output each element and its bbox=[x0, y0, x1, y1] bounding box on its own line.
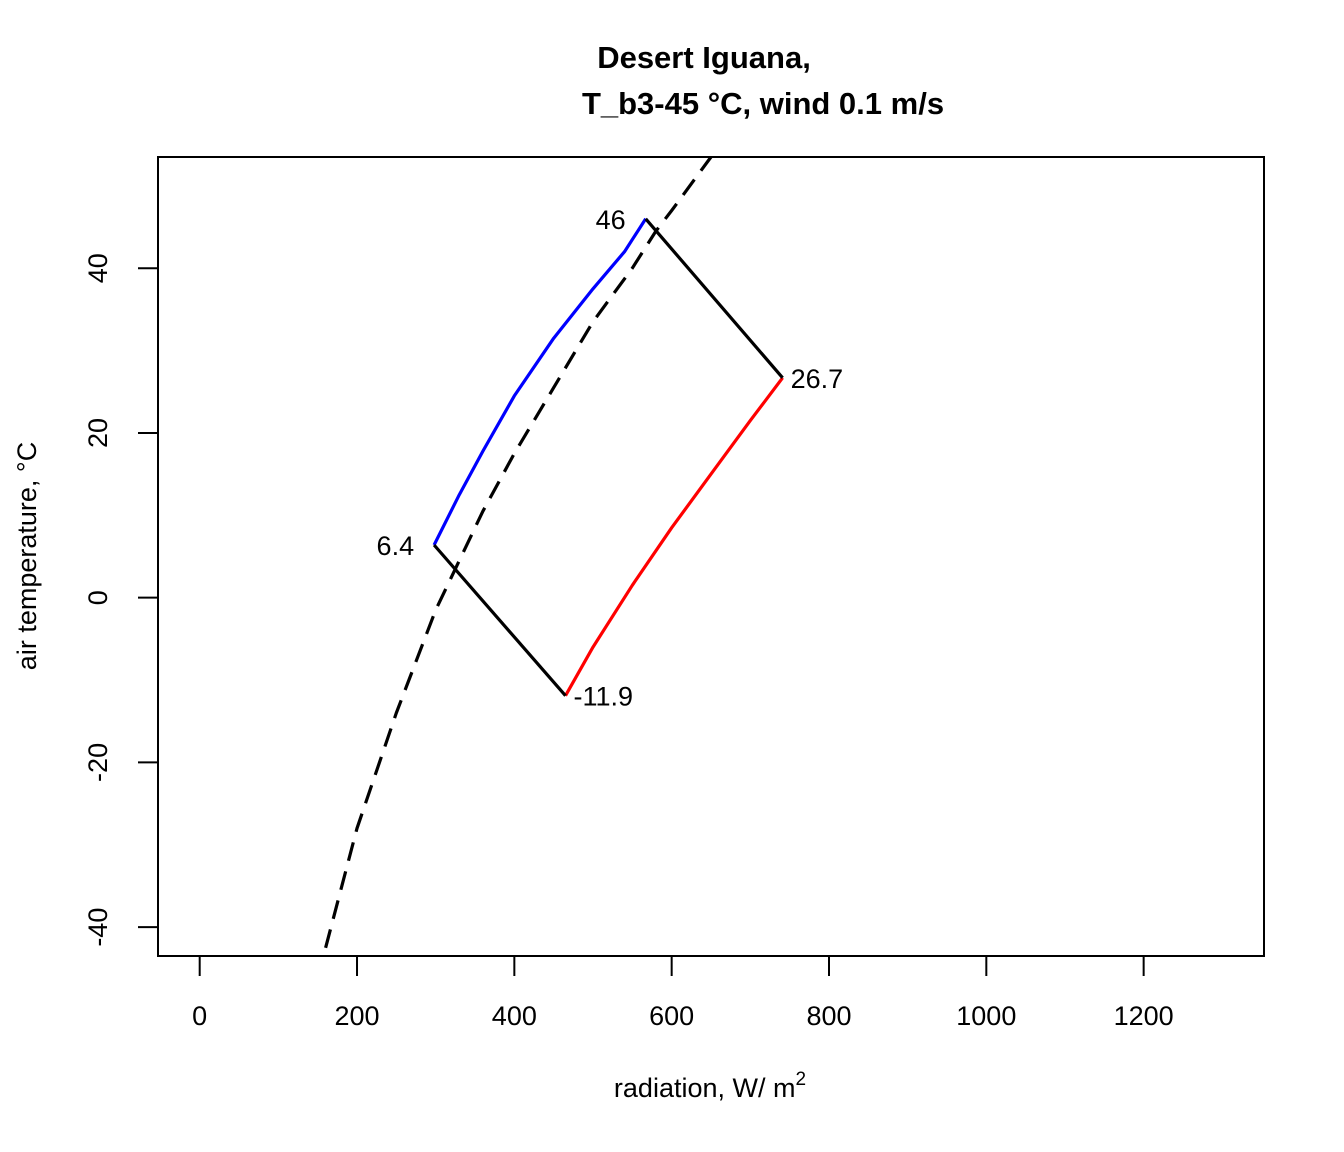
x-tick-label: 1000 bbox=[956, 1001, 1016, 1031]
point-label: 46 bbox=[596, 205, 626, 235]
x-tick-label: 800 bbox=[806, 1001, 851, 1031]
point-label: -11.9 bbox=[573, 682, 633, 712]
x-tick-label: 0 bbox=[192, 1001, 207, 1031]
series-line-5 bbox=[432, 543, 567, 697]
series-line-2 bbox=[432, 217, 648, 546]
y-tick-label: 0 bbox=[83, 590, 113, 605]
x-tick-label: 600 bbox=[649, 1001, 694, 1031]
x-tick-label: 1200 bbox=[1114, 1001, 1174, 1031]
x-axis-title-superscript: 2 bbox=[795, 1069, 806, 1090]
x-axis-title: radiation, W/ m2 bbox=[614, 1069, 806, 1103]
point-label: 26.7 bbox=[791, 364, 844, 394]
point-label-layer: 46 26.7 6.4 -11.9 bbox=[377, 205, 844, 712]
point-label: 6.4 bbox=[377, 531, 415, 561]
series-line-3 bbox=[564, 376, 784, 697]
plot-frame bbox=[157, 156, 1265, 957]
x-tick-label: 200 bbox=[334, 1001, 379, 1031]
y-axis-title: air temperature, °C bbox=[12, 442, 42, 670]
chart-title-line2: T_b3-45 °C, wind 0.1 m/s bbox=[582, 86, 944, 121]
y-axis: -40 -20 0 20 40 bbox=[83, 253, 159, 947]
y-tick-label: 20 bbox=[83, 418, 113, 448]
x-axis: 0 200 400 600 800 1000 1200 bbox=[192, 955, 1174, 1031]
series-line-4 bbox=[644, 217, 784, 379]
y-tick-label: -20 bbox=[83, 743, 113, 782]
y-tick-label: 40 bbox=[83, 253, 113, 283]
x-tick-label: 400 bbox=[492, 1001, 537, 1031]
chart-title-line1: Desert Iguana, bbox=[597, 40, 811, 75]
y-tick-label: -40 bbox=[83, 908, 113, 947]
series-layer bbox=[324, 156, 784, 949]
